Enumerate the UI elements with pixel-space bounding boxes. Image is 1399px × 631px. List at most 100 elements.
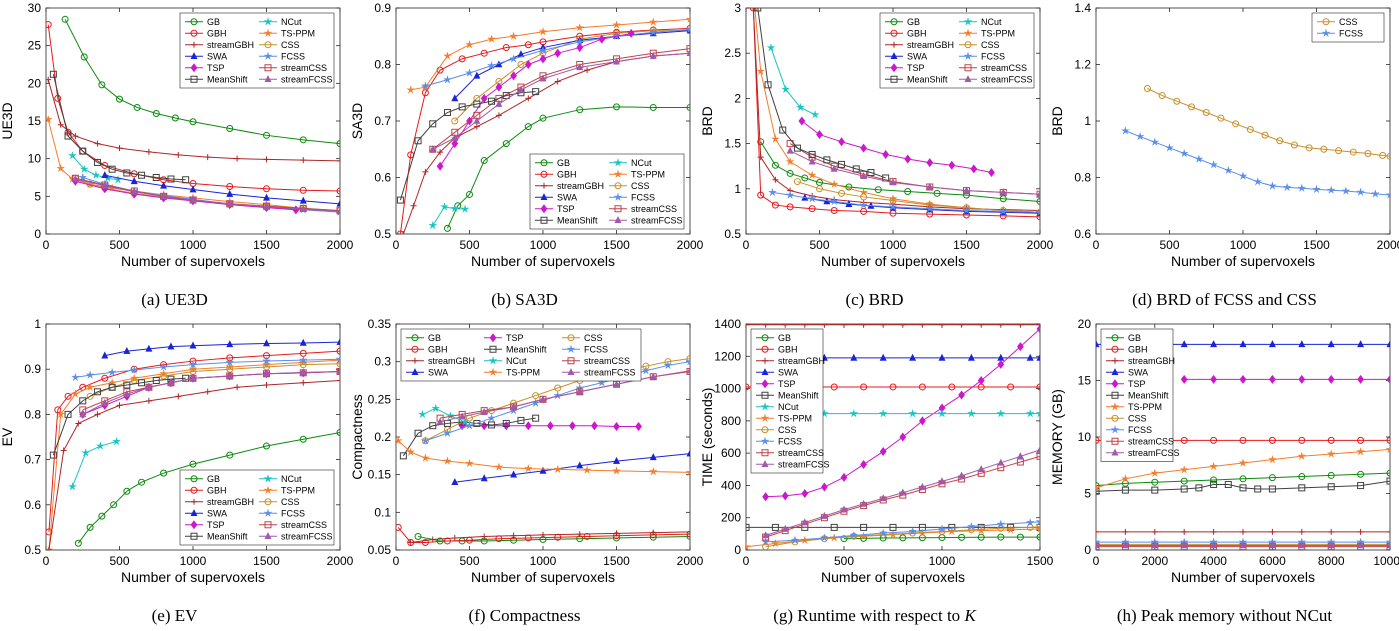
data-point-swa (263, 339, 270, 347)
data-point-fcss (1341, 186, 1351, 195)
data-point-fcss (767, 187, 777, 197)
data-point-swa (299, 196, 307, 204)
data-point-fcss (1238, 171, 1248, 180)
data-point-streamfcss (820, 511, 828, 519)
data-point-css (1036, 523, 1040, 531)
data-point-streamfcss (451, 133, 459, 141)
data-point-css (336, 360, 340, 368)
data-point-gbh (336, 187, 340, 195)
y-tick-label: 0.25 (368, 392, 392, 406)
legend-item-meanshift: MeanShift (484, 344, 547, 354)
plot-area (396, 14, 690, 234)
data-point-streamgbh (1269, 528, 1276, 535)
y-tick-label: 2.5 (724, 46, 741, 60)
legend-swatch-marker (890, 18, 898, 26)
series-ncut (766, 43, 820, 119)
legend-swatch-marker (411, 345, 419, 353)
data-point-fcss (1282, 182, 1292, 192)
legend-label: CSS (584, 333, 603, 343)
data-point-tsp (554, 48, 562, 58)
data-point-streamfcss (958, 471, 966, 479)
data-point-meanshift (779, 126, 787, 134)
data-point-gb (1036, 197, 1040, 205)
chart-ev: 0 500 1000 1500 2000 0.5 0.6 0.7 0.8 0.9 1 Number o… (0, 317, 354, 585)
legend-item-tsp: TSP (185, 520, 225, 530)
legend-swatch-marker (190, 509, 198, 517)
legend-swatch-marker (191, 41, 197, 48)
data-point-fcss (1326, 185, 1336, 195)
data-point-swa (145, 344, 153, 352)
data-point-gbh (101, 374, 109, 382)
data-point-streamfcss (1386, 541, 1390, 549)
data-point-streamgbh (746, 324, 749, 328)
legend-item-meanshift: MeanShift (185, 74, 248, 84)
data-point-streamfcss (879, 494, 887, 502)
legend-item-swa: SWA (535, 192, 577, 202)
data-point-gb (152, 109, 160, 117)
data-point-streamcss (1096, 543, 1100, 550)
legend-item-fcss: FCSS (1317, 28, 1363, 38)
data-point-streamgbh (1328, 528, 1335, 535)
legend-swatch-marker (613, 192, 623, 202)
data-point-streamcss (1036, 452, 1040, 460)
data-point-streamgbh (429, 536, 436, 543)
data-point-meanshift (1151, 486, 1159, 494)
data-point-gb (904, 188, 912, 196)
data-point-gb (649, 103, 657, 111)
series-gb (74, 428, 340, 547)
data-point-swa (576, 461, 584, 469)
data-point-css (1217, 114, 1225, 122)
x-tick-label: 0 (743, 238, 750, 252)
x-tick-label: 1500 (253, 238, 280, 252)
legend-item-gbh: GBH (185, 485, 227, 495)
data-point-streamfcss (226, 199, 234, 207)
legend-label: MeanShift (557, 215, 598, 225)
data-point-streamfcss (613, 57, 620, 65)
data-point-tsp (1036, 324, 1040, 334)
caption-brd-fcss-css: (d) BRD of FCSS and CSS (1132, 290, 1317, 309)
data-point-streamfcss (145, 383, 153, 391)
data-point-streamgbh (860, 324, 867, 328)
data-point-streamfcss (189, 195, 197, 203)
data-point-tsp (838, 137, 845, 147)
legend-label: CSS (281, 497, 300, 507)
legend-label: SWA (207, 508, 227, 518)
series-line-gb (843, 536, 1040, 540)
plot-area (749, 8, 1040, 221)
legend-box (400, 328, 642, 382)
data-point-meanshift (443, 109, 451, 117)
series-tsp (1180, 374, 1390, 384)
legend-swatch-marker (1111, 379, 1119, 389)
data-point-ts-ppm (70, 389, 80, 398)
series-line-meanshift (1096, 480, 1390, 492)
data-point-ts-ppm (509, 31, 519, 41)
x-axis-label: Number of supervoxels (1171, 253, 1315, 269)
x-tick-label: 0 (43, 554, 50, 568)
data-point-streamgbh (204, 388, 211, 395)
legend-swatch-marker (1110, 401, 1120, 411)
legend-item-streamcss: streamCSS (609, 204, 677, 214)
data-point-gb (1210, 476, 1218, 484)
legend-label: streamGBH (557, 181, 604, 191)
data-point-gb (133, 103, 141, 111)
data-point-streamgbh (451, 534, 458, 541)
y-tick-label: 600 (721, 446, 741, 460)
legend-label: MeanShift (907, 74, 948, 84)
legend-swatch-marker (566, 344, 576, 354)
data-point-ncut (428, 220, 438, 230)
data-point-swa (226, 189, 234, 197)
data-point-gbh (524, 41, 532, 49)
data-point-streamgbh (145, 397, 152, 404)
data-point-gbh (583, 532, 591, 540)
legend-item-streamcss: streamCSS (259, 520, 327, 530)
x-tick-label: 1500 (953, 238, 980, 252)
data-point-gbh (757, 191, 765, 199)
data-point-meanshift (473, 100, 481, 108)
data-point-css (1202, 109, 1210, 117)
data-point-tsp (860, 459, 867, 469)
legend-swatch-marker (263, 28, 273, 38)
data-point-css (1290, 141, 1298, 149)
legend-item-tsp: TSP (484, 333, 524, 343)
data-point-gb (771, 161, 779, 169)
legend-label: streamGBH (1128, 356, 1175, 366)
